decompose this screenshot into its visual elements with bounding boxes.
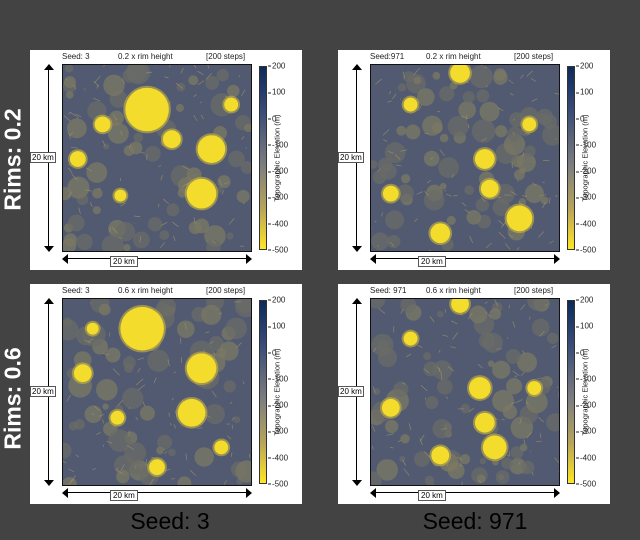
colorbar-tick-label: -100 — [268, 140, 288, 149]
colorbar-tick-label: -300 — [576, 193, 596, 202]
topography-map — [370, 298, 560, 486]
elevation-colorbar — [567, 300, 575, 484]
panel-seed: Seed: 3 — [62, 286, 90, 295]
col-label-seed-3: Seed: 3 — [130, 508, 210, 534]
panel-seed: Seed:971 — [370, 52, 405, 61]
vertical-scale-label: 20 km — [338, 386, 364, 397]
panel-steps: [200 steps] — [206, 286, 246, 295]
colorbar-tick-label: -400 — [576, 219, 596, 228]
horizontal-scale-label: 20 km — [110, 256, 138, 267]
map-panel-2: Seed:971 0.2 x rim height [200 steps] 20 km… — [338, 50, 610, 270]
vertical-scale-label: 20 km — [30, 386, 56, 397]
map-panel-1: Seed: 3 0.2 x rim height [200 steps] 20 km 2… — [30, 50, 302, 270]
colorbar-tick-label: 100 — [268, 88, 285, 97]
colorbar-tick-label: -200 — [576, 401, 596, 410]
colorbar-tick-label: 0 — [268, 348, 276, 357]
colorbar-tick-label: -500 — [576, 246, 596, 255]
col-label-seed-971: Seed: 971 — [422, 508, 528, 534]
colorbar-tick-label: 200 — [268, 296, 285, 305]
colorbar-tick-label: -400 — [268, 219, 288, 228]
colorbar-tick-label: -500 — [576, 480, 596, 489]
colorbar-tick-label: -100 — [268, 374, 288, 383]
colorbar-tick-label: 100 — [576, 88, 593, 97]
colorbar-tick-label: 100 — [576, 322, 593, 331]
panel-rim-height: 0.2 x rim height — [118, 52, 173, 61]
panel-rim-height: 0.6 x rim height — [118, 286, 173, 295]
colorbar-tick-label: 200 — [268, 62, 285, 71]
map-panel-3: Seed: 3 0.6 x rim height [200 steps] 20 km 2… — [30, 284, 302, 504]
colorbar-tick-label: 100 — [268, 322, 285, 331]
colorbar-ticks: 200 100 0 -100 -200 -300 -400 -500 — [268, 296, 292, 489]
colorbar-tick-label: -500 — [268, 480, 288, 489]
colorbar-tick-label: -300 — [268, 193, 288, 202]
colorbar-tick-label: -400 — [576, 453, 596, 462]
colorbar-label: Topographic Elevation (m) — [580, 114, 590, 202]
horizontal-scale-arrow — [62, 254, 252, 264]
panel-title: Seed: 971 0.6 x rim height [200 steps] — [338, 285, 576, 299]
panel-title: Seed: 3 0.6 x rim height [200 steps] — [30, 285, 268, 299]
colorbar-tick-label: -100 — [576, 140, 596, 149]
panel-rim-height: 0.2 x rim height — [426, 52, 481, 61]
colorbar-ticks: 200 100 0 -100 -200 -300 -400 -500 — [576, 62, 600, 255]
row-label-rims-0-2: Rims: 0.2 — [0, 108, 26, 211]
panel-rim-height: 0.6 x rim height — [426, 286, 481, 295]
panel-steps: [200 steps] — [206, 52, 246, 61]
vertical-scale-label: 20 km — [30, 152, 56, 163]
panel-steps: [200 steps] — [514, 286, 554, 295]
colorbar-label: Topographic Elevation (m) — [272, 114, 282, 202]
colorbar-ticks: 200 100 0 -100 -200 -300 -400 -500 — [268, 62, 292, 255]
horizontal-scale-label: 20 km — [418, 490, 446, 501]
elevation-colorbar — [259, 300, 267, 484]
colorbar-tick-label: 200 — [576, 62, 593, 71]
topography-map — [370, 64, 560, 252]
topography-map — [62, 64, 252, 252]
panel-seed: Seed: 971 — [370, 286, 407, 295]
horizontal-scale-arrow — [370, 488, 560, 498]
panel-steps: [200 steps] — [514, 52, 554, 61]
panel-title: Seed: 3 0.2 x rim height [200 steps] — [30, 51, 268, 65]
elevation-colorbar — [259, 66, 267, 250]
colorbar-tick-label: 0 — [576, 348, 584, 357]
map-panel-4: Seed: 971 0.6 x rim height [200 steps] 20 k… — [338, 284, 610, 504]
colorbar-label: Topographic Elevation (m) — [272, 348, 282, 436]
colorbar-label: Topographic Elevation (m) — [580, 348, 590, 436]
colorbar-tick-label: 0 — [268, 114, 276, 123]
row-label-rims-0-6: Rims: 0.6 — [0, 347, 26, 450]
colorbar-tick-label: -500 — [268, 246, 288, 255]
colorbar-tick-label: -400 — [268, 453, 288, 462]
horizontal-scale-label: 20 km — [110, 490, 138, 501]
colorbar-tick-label: -100 — [576, 374, 596, 383]
topography-map — [62, 298, 252, 486]
panel-title: Seed:971 0.2 x rim height [200 steps] — [338, 51, 576, 65]
elevation-colorbar — [567, 66, 575, 250]
colorbar-tick-label: -200 — [268, 401, 288, 410]
horizontal-scale-arrow — [62, 488, 252, 498]
colorbar-tick-label: 200 — [576, 296, 593, 305]
colorbar-tick-label: -300 — [268, 427, 288, 436]
panel-seed: Seed: 3 — [62, 52, 90, 61]
vertical-scale-label: 20 km — [338, 152, 364, 163]
horizontal-scale-label: 20 km — [418, 256, 446, 267]
colorbar-tick-label: -200 — [268, 167, 288, 176]
colorbar-tick-label: -200 — [576, 167, 596, 176]
horizontal-scale-arrow — [370, 254, 560, 264]
colorbar-tick-label: -300 — [576, 427, 596, 436]
colorbar-ticks: 200 100 0 -100 -200 -300 -400 -500 — [576, 296, 600, 489]
colorbar-tick-label: 0 — [576, 114, 584, 123]
